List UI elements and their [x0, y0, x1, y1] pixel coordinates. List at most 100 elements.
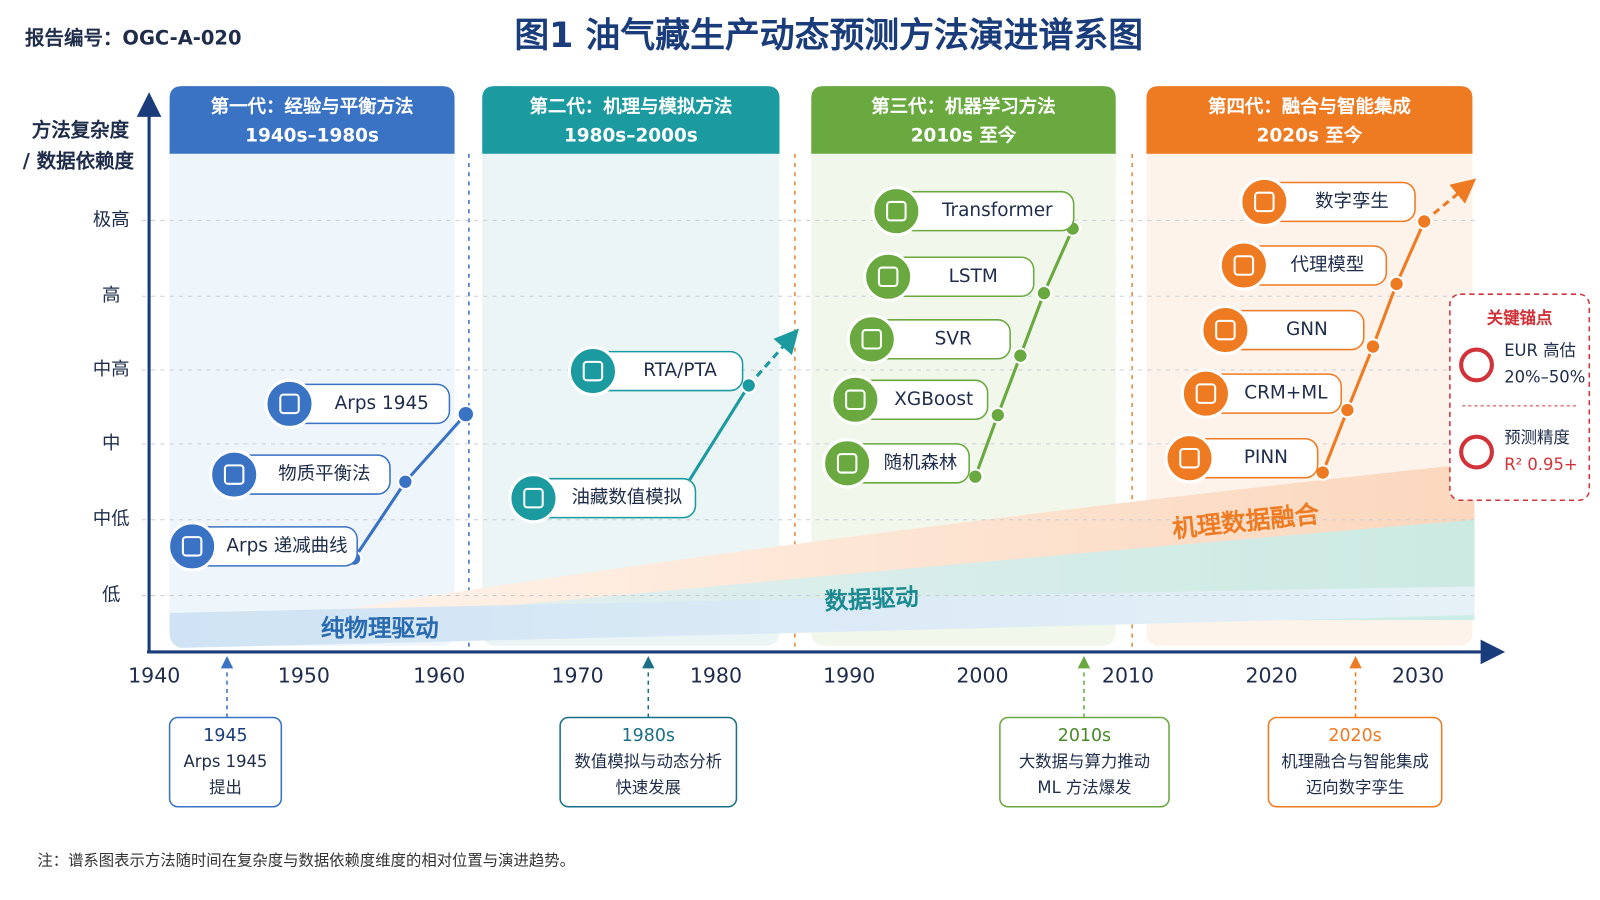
method-label: Arps 递减曲线 [226, 535, 347, 556]
panel-header [811, 86, 1116, 154]
band-physics [169, 586, 1475, 648]
year-label: 1950 [278, 664, 330, 688]
panel-title: 第一代：经验与平衡方法 [211, 96, 414, 118]
method-icon [830, 374, 881, 425]
method-glyph [886, 200, 907, 222]
method-label: 代理模型 [1291, 254, 1365, 275]
method-icon [1200, 304, 1251, 356]
method-glyph [582, 360, 604, 382]
band-label: 数据驱动 [824, 583, 920, 616]
year-label: 1980 [690, 664, 742, 688]
band-label: 纯物理驱动 [321, 614, 439, 642]
method-label: 油藏数值模拟 [571, 487, 682, 508]
method-icon [863, 251, 914, 302]
level-label: 高 [102, 285, 120, 306]
milestone-box [999, 716, 1170, 808]
milestone-text: 数值模拟与动态分析 [575, 752, 723, 771]
anchor-value: R² 0.95+ [1504, 455, 1577, 474]
trend-dot [1339, 401, 1356, 419]
method-icon [822, 438, 873, 489]
method-glyph [1215, 319, 1236, 341]
trend-dot [1388, 275, 1405, 293]
method-glyph [181, 536, 203, 557]
method-label: 数字孪生 [1315, 191, 1389, 212]
trend-dot [1364, 338, 1382, 355]
milestone-year: 1980s [622, 726, 675, 746]
panel-header [1146, 86, 1473, 154]
anchor-value: 20%–50% [1504, 368, 1585, 387]
method-label: 随机森林 [884, 452, 958, 473]
method-icon [167, 521, 218, 572]
method-icon [1239, 176, 1290, 228]
method-glyph [836, 453, 858, 474]
method-label: GNN [1286, 319, 1328, 340]
trend-dot [1012, 347, 1029, 364]
anchor-label: EUR 高估 [1504, 341, 1576, 360]
method-icon [1164, 433, 1215, 484]
trend-arrow [1423, 178, 1477, 223]
canvas: 第一代：经验与平衡方法 1940s–1980s 第二代：机理与模拟方法 1980s–2… [37, 86, 1591, 870]
level-label: 中 [102, 433, 120, 454]
milestone-text: Arps 1945 [184, 752, 268, 771]
method-glyph [861, 329, 883, 350]
y-title: 方法复杂度 [32, 119, 130, 142]
milestone-text: 迈向数字孪生 [1306, 778, 1404, 797]
method-label: RTA/PTA [643, 360, 717, 381]
method-label: Arps 1945 [335, 393, 429, 414]
method-label: PINN [1244, 447, 1288, 468]
level-label: 中高 [93, 359, 130, 380]
level-label: 低 [102, 585, 120, 606]
milestone-text: 机理融合与智能集成 [1281, 752, 1429, 771]
trend-dot [967, 468, 984, 485]
method-glyph [845, 389, 866, 411]
panel-header [482, 86, 780, 154]
anchor-box [1449, 293, 1591, 501]
method-icon [209, 449, 260, 500]
method-glyph [279, 393, 300, 415]
milestone-box [1267, 716, 1443, 808]
trend-dot [989, 406, 1007, 424]
panel-header [169, 86, 455, 154]
milestone-text: 快速发展 [616, 778, 682, 797]
panel-period: 1940s–1980s [245, 125, 379, 146]
title: 图1 油气藏生产动态预测方法演进谱系图 [514, 16, 1143, 56]
method-icon [508, 473, 559, 524]
level-label: 中低 [93, 509, 130, 530]
panel-period: 1980s–2000s [564, 125, 698, 146]
method-glyph [523, 487, 544, 509]
method-icon [567, 345, 619, 397]
method-label: SVR [935, 328, 972, 349]
method-glyph [1233, 255, 1255, 276]
anchor-icon [1459, 434, 1494, 470]
milestone-text: 大数据与算力推动 [1019, 752, 1150, 771]
method-label: 物质平衡法 [278, 464, 370, 485]
trend-dot [456, 404, 476, 424]
trend-dot [397, 473, 414, 490]
year-label: 1970 [551, 664, 603, 688]
year-label: 1940 [128, 664, 180, 688]
year-label: 1960 [413, 664, 465, 688]
panel-period: 2010s 至今 [911, 124, 1017, 146]
method-glyph [877, 266, 899, 288]
year-label: 1990 [823, 664, 875, 688]
panel-title: 第二代：机理与模拟方法 [529, 96, 732, 118]
milestone-box [168, 716, 283, 808]
trend-dot [1035, 284, 1053, 302]
milestone-year: 1945 [203, 726, 247, 746]
year-label: 2030 [1392, 664, 1444, 688]
method-label: CRM+ML [1244, 383, 1328, 404]
method-glyph [1254, 191, 1275, 213]
method-icon [1218, 240, 1269, 291]
panel-period: 2020s 至今 [1257, 124, 1363, 146]
method-icon [264, 378, 315, 429]
panel-title: 第四代：融合与智能集成 [1208, 96, 1411, 118]
trend-dot [1416, 213, 1433, 230]
method-glyph [223, 464, 245, 485]
report-id: 报告编号：OGC-A-020 [25, 26, 241, 49]
trend-dot [740, 377, 757, 394]
year-label: 2010 [1102, 664, 1154, 688]
note: 注：谱系图表示方法随时间在复杂度与数据依赖度维度的相对位置与演进趋势。 [37, 852, 575, 870]
method-icon [1180, 368, 1232, 419]
method-label: LSTM [949, 266, 998, 287]
